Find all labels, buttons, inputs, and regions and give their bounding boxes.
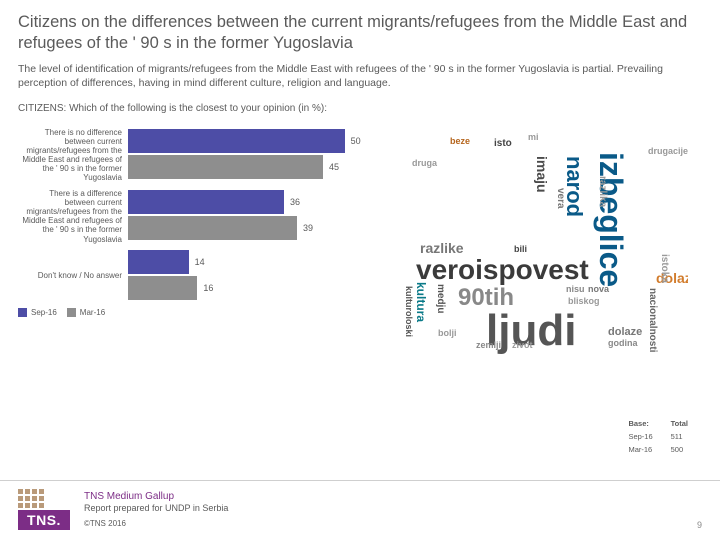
base-cell: 500 bbox=[663, 444, 696, 455]
cloud-word: zivot bbox=[512, 340, 533, 350]
bar-label: There is a difference between current mi… bbox=[18, 189, 128, 244]
bar bbox=[128, 129, 345, 153]
cloud-word: nacionalnosti bbox=[647, 288, 658, 352]
bar-group: There is no difference between current m… bbox=[18, 128, 388, 183]
legend-item: Mar-16 bbox=[67, 308, 105, 317]
footer-text: TNS Medium Gallup Report prepared for UN… bbox=[84, 490, 228, 529]
bar-pair: 50 45 bbox=[128, 129, 388, 181]
cloud-word: istoka bbox=[659, 254, 670, 283]
base-cell: 511 bbox=[663, 431, 696, 442]
bar-pair: 14 16 bbox=[128, 250, 388, 302]
page-number: 9 bbox=[697, 520, 702, 530]
cloud-word: imaju bbox=[534, 156, 550, 193]
bar bbox=[128, 216, 297, 240]
cloud-word: nisu bbox=[566, 284, 585, 294]
legend-swatch bbox=[67, 308, 76, 317]
bar-chart: There is no difference between current m… bbox=[18, 128, 388, 358]
bar-group: Don't know / No answer 14 16 bbox=[18, 250, 388, 302]
footer-copyright: ©TNS 2016 bbox=[84, 519, 228, 529]
bar bbox=[128, 276, 197, 300]
cloud-word: veroispovest bbox=[416, 254, 589, 286]
logo-dots bbox=[18, 489, 70, 508]
bar-value: 45 bbox=[323, 162, 339, 172]
cloud-word: beze bbox=[450, 136, 470, 146]
tns-logo: TNS. bbox=[18, 489, 70, 530]
logo-text: TNS. bbox=[18, 510, 70, 530]
bar-value: 36 bbox=[284, 197, 300, 207]
cloud-word: bili bbox=[514, 244, 527, 254]
base-header: Base: bbox=[620, 418, 660, 429]
base-cell: Sep-16 bbox=[620, 431, 660, 442]
bar-label: There is no difference between current m… bbox=[18, 128, 128, 183]
cloud-word: vera bbox=[555, 188, 566, 209]
base-table: Base:TotalSep-16511Mar-16500 bbox=[618, 416, 698, 457]
legend-label: Sep-16 bbox=[31, 308, 57, 317]
cloud-word: godina bbox=[608, 338, 638, 348]
cloud-word: 90tih bbox=[458, 284, 514, 312]
bar-value: 39 bbox=[297, 223, 313, 233]
bar-label: Don't know / No answer bbox=[18, 271, 128, 280]
cloud-word: mi bbox=[528, 132, 539, 142]
footer: TNS. TNS Medium Gallup Report prepared f… bbox=[0, 480, 720, 540]
cloud-word: drugacije bbox=[648, 146, 688, 156]
bar bbox=[128, 190, 284, 214]
legend-label: Mar-16 bbox=[80, 308, 105, 317]
cloud-word: razlike bbox=[420, 240, 464, 256]
cloud-word: bolji bbox=[438, 328, 457, 338]
bar-value: 14 bbox=[189, 257, 205, 267]
bar-group: There is a difference between current mi… bbox=[18, 189, 388, 244]
bar bbox=[128, 155, 323, 179]
cloud-word: zemlji bbox=[476, 340, 501, 350]
legend-item: Sep-16 bbox=[18, 308, 57, 317]
legend: Sep-16 Mar-16 bbox=[18, 308, 388, 317]
cloud-word: druga bbox=[412, 158, 437, 168]
cloud-word: razlika bbox=[597, 176, 608, 207]
cloud-word: dolaze bbox=[608, 326, 642, 338]
bar-value: 50 bbox=[345, 136, 361, 146]
cloud-word: medju bbox=[435, 284, 446, 313]
intro-text: The level of identification of migrants/… bbox=[18, 63, 702, 90]
cloud-word: kulturoloski bbox=[404, 286, 414, 337]
bar bbox=[128, 250, 189, 274]
footer-line2: Report prepared for UNDP in Serbia bbox=[84, 503, 228, 515]
base-header: Total bbox=[663, 418, 696, 429]
cloud-word: bliskog bbox=[568, 296, 600, 306]
question-text: CITIZENS: Which of the following is the … bbox=[18, 103, 702, 114]
cloud-word: nova bbox=[588, 284, 609, 294]
base-cell: Mar-16 bbox=[620, 444, 660, 455]
cloud-word: kultura bbox=[414, 282, 428, 322]
page-title: Citizens on the differences between the … bbox=[18, 12, 702, 53]
footer-line1: TNS Medium Gallup bbox=[84, 490, 228, 503]
bar-pair: 36 39 bbox=[128, 190, 388, 242]
content-row: There is no difference between current m… bbox=[18, 128, 702, 358]
cloud-word: izbeglice bbox=[592, 152, 629, 287]
legend-swatch bbox=[18, 308, 27, 317]
word-cloud: ljudiizbegliceveroispovest90tihnaroddola… bbox=[398, 128, 688, 358]
cloud-word: isto bbox=[494, 138, 512, 149]
bar-value: 16 bbox=[197, 283, 213, 293]
